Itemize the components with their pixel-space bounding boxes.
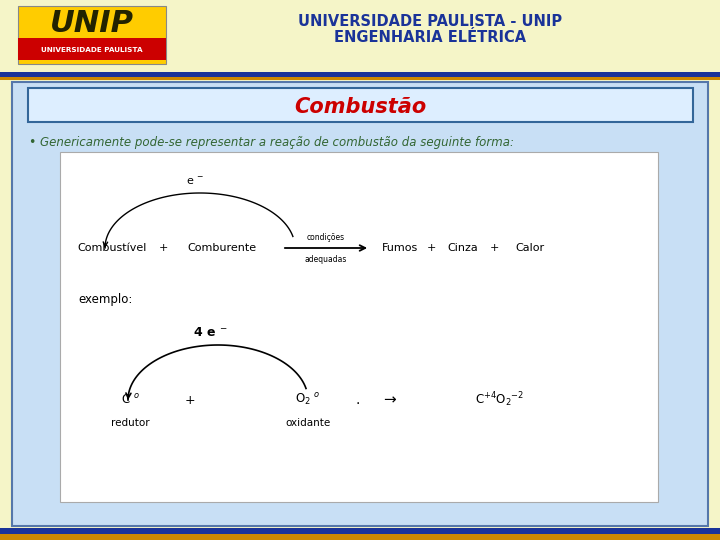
Text: O$_2$ $^{o}$: O$_2$ $^{o}$: [295, 392, 320, 408]
Bar: [18, 38, 166, 60]
Text: 4 e $^{-}$: 4 e $^{-}$: [193, 326, 228, 339]
Text: adequadas: adequadas: [305, 254, 347, 264]
Text: Cinza: Cinza: [448, 243, 478, 253]
Text: redutor: redutor: [111, 418, 149, 428]
Text: Genericamente pode-se representar a reação de combustão da seguinte forma:: Genericamente pode-se representar a reaç…: [40, 136, 514, 149]
Text: •: •: [28, 136, 35, 149]
Text: UNIVERSIDADE PAULISTA: UNIVERSIDADE PAULISTA: [41, 47, 143, 53]
Text: +: +: [185, 394, 195, 407]
Text: C $^{o}$: C $^{o}$: [121, 393, 140, 407]
Bar: [0, 534, 720, 540]
FancyBboxPatch shape: [28, 88, 693, 122]
Text: →: →: [384, 393, 397, 408]
Text: e $^{-}$: e $^{-}$: [186, 176, 204, 187]
Text: +: +: [490, 243, 499, 253]
Bar: [0, 528, 720, 536]
Bar: [60, 152, 658, 502]
Text: Calor: Calor: [516, 243, 544, 253]
Text: Fumos: Fumos: [382, 243, 418, 253]
Text: exemplo:: exemplo:: [78, 293, 132, 306]
Text: UNIVERSIDADE PAULISTA - UNIP: UNIVERSIDADE PAULISTA - UNIP: [298, 15, 562, 30]
Text: ENGENHARIA ELÉTRICA: ENGENHARIA ELÉTRICA: [334, 30, 526, 45]
Text: .: .: [356, 393, 360, 407]
Text: Combustão: Combustão: [294, 97, 426, 117]
Text: condições: condições: [307, 233, 345, 241]
Bar: [0, 72, 720, 77]
Text: +: +: [158, 243, 168, 253]
Text: oxidante: oxidante: [285, 418, 330, 428]
Bar: [0, 77, 720, 80]
Text: Comburente: Comburente: [187, 243, 256, 253]
Bar: [12, 82, 708, 526]
Bar: [18, 6, 166, 64]
Text: UNIP: UNIP: [50, 9, 134, 38]
Text: Combustível: Combustível: [77, 243, 147, 253]
Text: +: +: [426, 243, 436, 253]
Text: C$^{+4}$O$_2$$^{-2}$: C$^{+4}$O$_2$$^{-2}$: [475, 390, 525, 409]
